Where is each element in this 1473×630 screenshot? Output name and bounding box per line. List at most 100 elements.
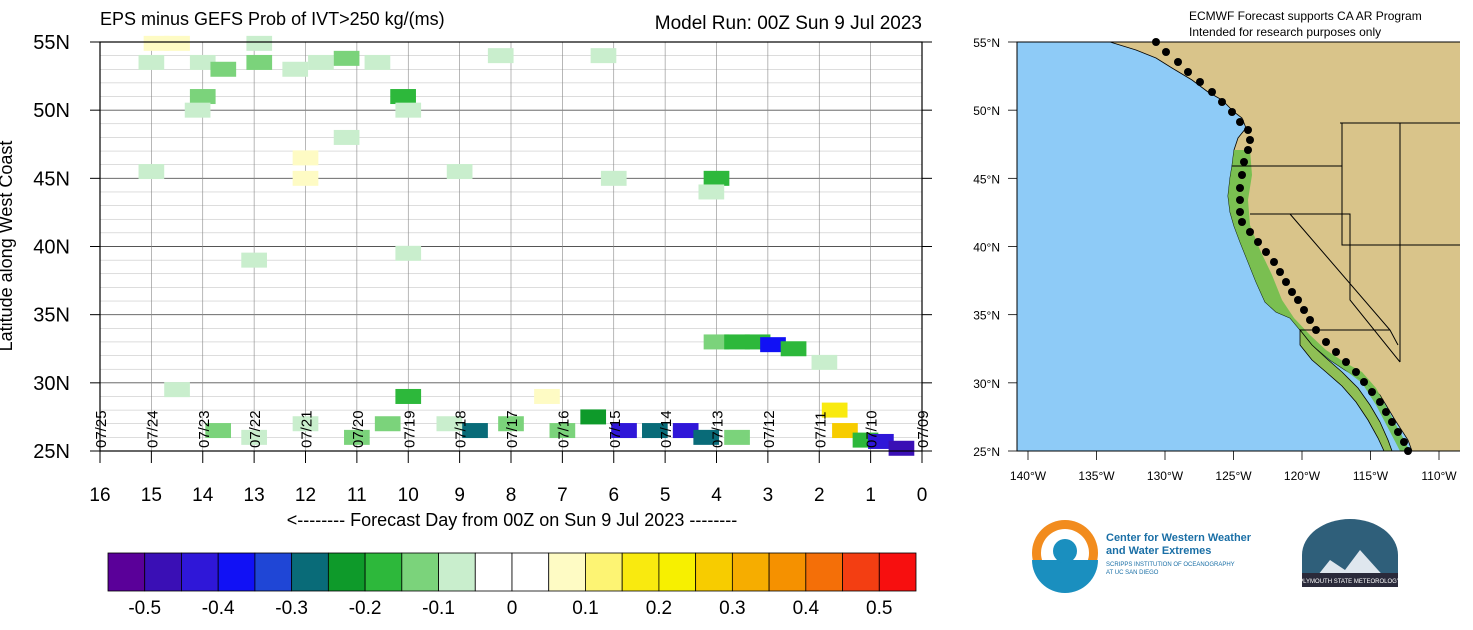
colorbar: -0.5 -0.4 -0.3 -0.2 -0.1 0 0.1 0.2 0.3 0.4 0.5 [107, 552, 917, 619]
heatmap-cell [590, 48, 617, 64]
map-lat-label: 35°N [973, 309, 1000, 323]
coast-dot [1262, 248, 1270, 256]
x-tick-label: 12 [295, 485, 316, 506]
y-tick-label: 55N [33, 32, 70, 54]
heatmap-cell [184, 102, 211, 118]
x-tick-label: 14 [192, 485, 214, 506]
coast-dot [1288, 288, 1296, 296]
colorbar-segment [805, 552, 843, 592]
date-label: 07/23 [196, 410, 213, 448]
heatmap-cell [780, 341, 807, 357]
map-lat-label: 30°N [973, 377, 1000, 391]
y-tick-label: 50N [33, 100, 70, 122]
map-lon-label: 115°W [1353, 469, 1389, 483]
heatmap-cell [292, 416, 319, 432]
heatmap-cell [580, 409, 607, 425]
map-lon-label: 110°W [1421, 469, 1457, 483]
date-label: 07/24 [144, 410, 161, 448]
colorbar-segment [401, 552, 439, 592]
heatmap-cells [138, 35, 915, 456]
colorbar-segment [548, 552, 586, 592]
y-tick-label: 25N [33, 441, 70, 463]
state-borders [1232, 122, 1460, 363]
heatmap-cell [189, 89, 216, 105]
colorbar-label: -0.4 [202, 598, 235, 619]
y-ticks: 25N 30N 35N 40N 45N 50N 55N [33, 32, 932, 463]
date-labels: 07/25 07/24 07/23 07/22 07/21 07/20 07/19 07/18… [93, 410, 932, 448]
heatmap-cell [642, 423, 668, 439]
y-tick-label: 30N [33, 373, 70, 395]
heatmap-cell [344, 429, 370, 445]
colorbar-segment [878, 552, 917, 592]
map-lon-label: 125°W [1215, 469, 1252, 483]
coast-dot [1162, 48, 1170, 56]
cw3e-line1: Center for Western Weather [1106, 532, 1252, 544]
date-label: 07/16 [555, 410, 572, 448]
coast-dot [1294, 296, 1302, 304]
heatmap-cell [446, 164, 473, 180]
heatmap-cell [436, 416, 463, 432]
coast-dot [1236, 196, 1244, 204]
colorbar-segment [364, 552, 403, 592]
heatmap-cell [292, 150, 319, 166]
ivt-probability-chart: EPS minus GEFS Prob of IVT>250 kg/(ms) M… [0, 9, 932, 619]
cw3e-logo: Center for Western Weather and Water Ext… [1032, 520, 1252, 593]
colorbar-label: 0.1 [572, 598, 598, 619]
coast-dot [1388, 418, 1396, 426]
coast-dot [1342, 358, 1350, 366]
x-tick-label: 8 [506, 485, 517, 506]
date-label: 07/25 [93, 410, 110, 448]
coast-dot [1282, 278, 1290, 286]
coast-dot [1270, 258, 1278, 266]
heatmap-cell [138, 164, 165, 180]
heatmap-cell [364, 54, 391, 70]
date-label: 07/21 [299, 410, 316, 448]
map-note: ECMWF Forecast supports CA AR Program [1189, 9, 1422, 23]
colorbar-segment [217, 552, 256, 592]
psu-text: PLYMOUTH STATE METEOROLOGY [1299, 579, 1401, 585]
map-longitude-labels: 140°W 135°W 130°W 125°W 120°W 115°W 110°W [1010, 451, 1457, 483]
date-label: 07/18 [453, 410, 470, 448]
date-label: 07/13 [710, 410, 727, 448]
heatmap-cell [395, 388, 422, 404]
map-lat-label: 40°N [973, 241, 1000, 255]
colorbar-segment [731, 552, 770, 592]
colorbar-segment [327, 552, 366, 592]
x-ticks: 16 15 14 13 12 11 10 9 8 7 6 5 4 3 2 1 0 [89, 451, 927, 506]
heatmap-cell [868, 433, 894, 449]
coast-dot [1236, 208, 1244, 216]
coast-dot [1238, 218, 1246, 226]
coast-dot [1236, 118, 1244, 126]
x-tick-label: 7 [557, 485, 568, 506]
date-label: 07/19 [401, 410, 418, 448]
coastline-points [1152, 38, 1412, 455]
coast-dot [1322, 338, 1330, 346]
heatmap-cell [698, 184, 725, 200]
x-tick-label: 4 [711, 485, 722, 506]
heatmap-cell [724, 334, 750, 350]
date-label: 07/14 [658, 410, 675, 448]
grid-lines [99, 41, 923, 452]
coast-dot [1184, 68, 1192, 76]
coast-dot [1244, 146, 1252, 154]
coast-dot [1400, 438, 1408, 446]
west-coast-map: ECMWF Forecast supports CA AR Program In… [973, 9, 1460, 483]
x-tick-label: 9 [454, 485, 465, 506]
heatmap-cell [292, 170, 319, 186]
coast-dot [1246, 136, 1254, 144]
heatmap-cell [724, 429, 750, 445]
coast-dot [1196, 78, 1204, 86]
colorbar-label: 0.3 [719, 598, 745, 619]
colorbar-segment [695, 552, 733, 592]
x-tick-label: 0 [917, 485, 928, 506]
map-lon-label: 130°W [1147, 469, 1184, 483]
date-label: 07/12 [761, 410, 778, 448]
coast-dot [1382, 408, 1390, 416]
x-tick-label: 5 [660, 485, 671, 506]
colorbar-segment [107, 552, 146, 592]
colorbar-segment [291, 552, 329, 592]
colorbar-segment [181, 552, 219, 592]
colorbar-label: 0.5 [866, 598, 892, 619]
coast-dot [1254, 238, 1262, 246]
heatmap-cell [205, 423, 232, 439]
